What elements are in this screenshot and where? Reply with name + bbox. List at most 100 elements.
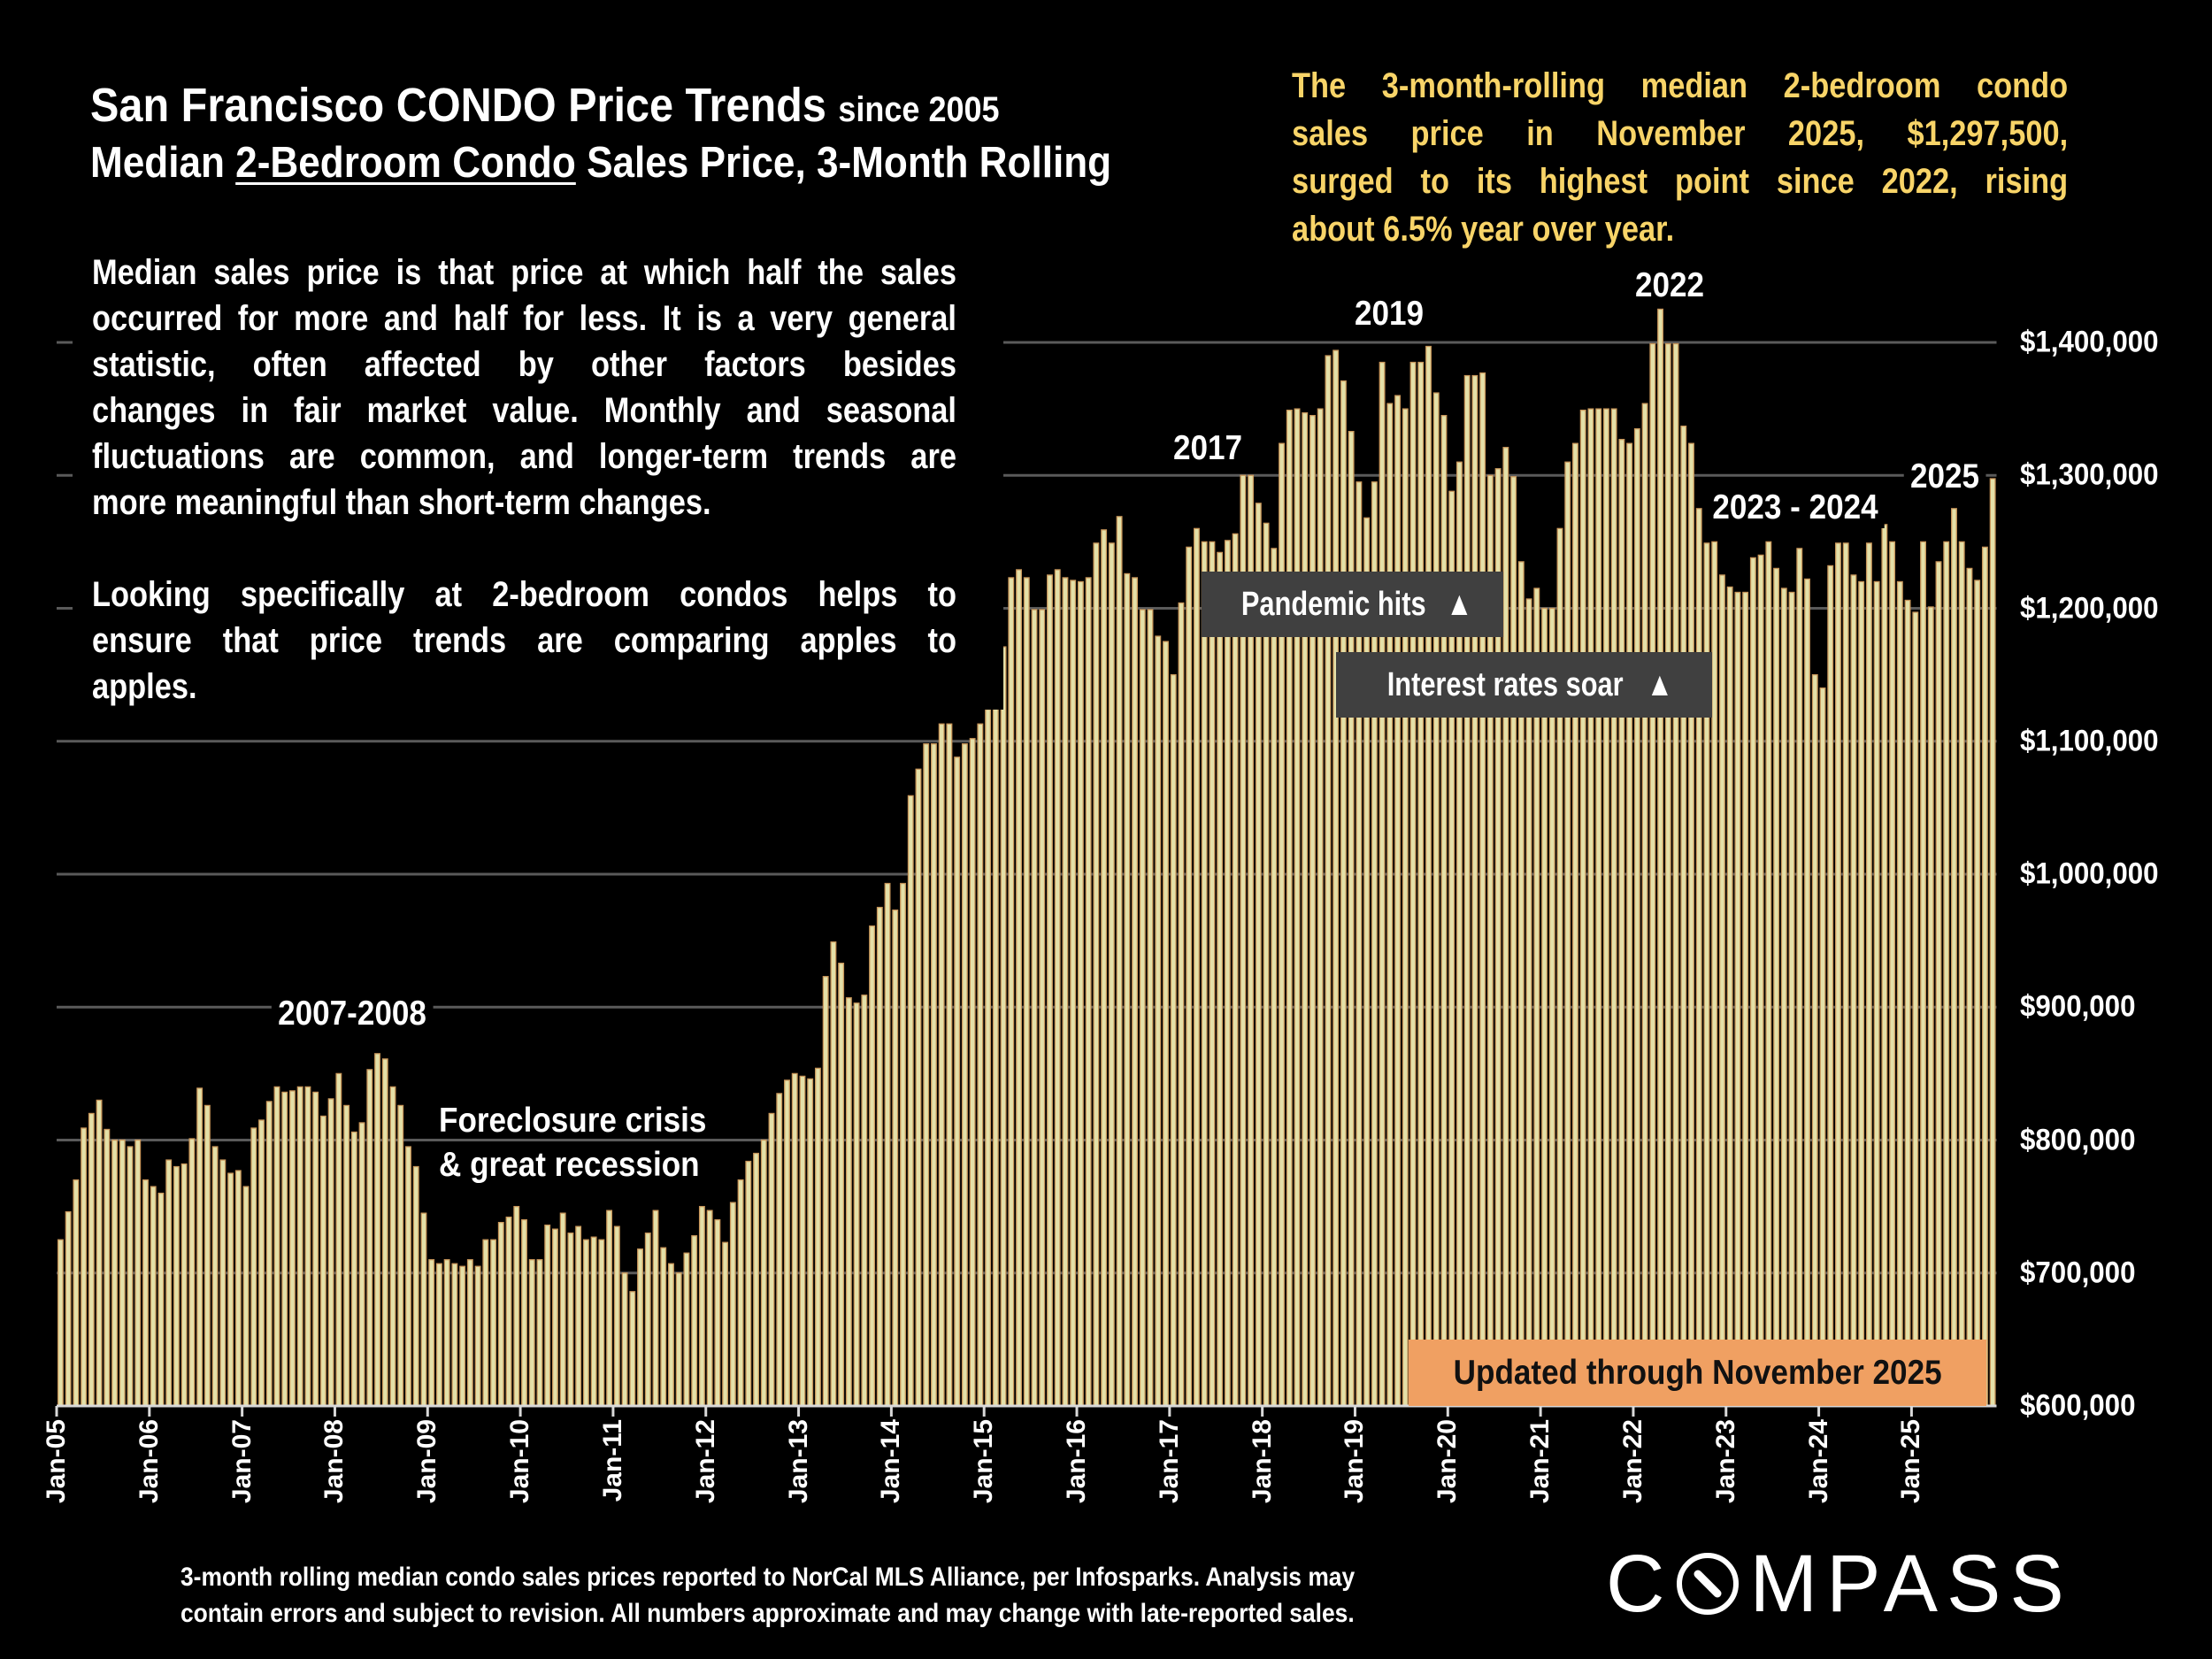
highlight-text: The 3-month-rolling median 2-bedroom con… — [1292, 62, 2194, 253]
bar-Jan-24 — [1819, 687, 1826, 1407]
bar-Apr-10 — [544, 1225, 551, 1407]
bar-Dec-08 — [420, 1212, 427, 1407]
bar-Oct-05 — [127, 1146, 134, 1407]
bar-Feb-24 — [1827, 565, 1834, 1407]
bar-Mar-20 — [1463, 374, 1471, 1407]
x-tick-label: Jan-22 — [1617, 1419, 1647, 1504]
bar-Dec-22 — [1718, 574, 1725, 1407]
bar-Sep-22 — [1695, 508, 1702, 1407]
bar-May-13 — [830, 941, 837, 1407]
chart-title: San Francisco CONDO Price Trends since 2… — [90, 78, 1000, 133]
bar-Sep-14 — [954, 757, 961, 1407]
bar-Aug-09 — [482, 1239, 489, 1407]
bar-Apr-19 — [1379, 361, 1386, 1407]
bar-Apr-21 — [1564, 461, 1571, 1407]
x-tick-label: Jan-13 — [783, 1419, 813, 1504]
highlight-line: about 6.5% year over year. — [1292, 210, 1675, 249]
bar-Nov-23 — [1804, 578, 1810, 1407]
x-tick-label: Jan-08 — [319, 1419, 349, 1504]
bar-Jun-25 — [1951, 508, 1957, 1407]
bar-Feb-08 — [343, 1104, 350, 1407]
bar-Apr-20 — [1471, 374, 1479, 1407]
x-tick-label: Jan-15 — [969, 1419, 999, 1504]
bar-Sep-23 — [1788, 591, 1795, 1407]
bar-Oct-24 — [1889, 541, 1896, 1407]
bar-Sep-15 — [1047, 574, 1053, 1407]
bar-Nov-16 — [1155, 635, 1162, 1407]
bar-Apr-08 — [358, 1122, 365, 1407]
bar-Aug-17 — [1224, 540, 1231, 1407]
bar-Aug-07 — [296, 1086, 303, 1407]
bar-Nov-25 — [1989, 478, 1996, 1407]
bar-Feb-15 — [992, 703, 999, 1407]
x-tick-label: Jan-05 — [42, 1419, 71, 1504]
bar-Jun-24 — [1858, 580, 1865, 1407]
bar-Jun-15 — [1023, 577, 1030, 1407]
bar-Aug-20 — [1502, 447, 1509, 1407]
bar-Feb-17 — [1178, 602, 1185, 1407]
bar-Nov-20 — [1525, 598, 1532, 1407]
label-2017: 2017 — [1166, 428, 1249, 469]
bar-Oct-15 — [1054, 569, 1061, 1407]
bar-Oct-14 — [961, 743, 968, 1407]
bar-Jan-08 — [335, 1072, 342, 1407]
title-suffix: since 2005 — [838, 90, 1000, 129]
bar-Nov-06 — [227, 1172, 234, 1407]
bar-Jun-22 — [1672, 342, 1679, 1407]
bar-Nov-15 — [1062, 577, 1069, 1407]
bar-Apr-25 — [1935, 561, 1942, 1407]
bar-Jul-25 — [1958, 541, 1965, 1407]
bar-Jun-11 — [652, 1210, 659, 1407]
bar-Sep-07 — [304, 1086, 311, 1407]
bar-May-18 — [1294, 408, 1301, 1407]
bar-Oct-11 — [683, 1252, 690, 1407]
bar-Mar-12 — [722, 1241, 729, 1407]
x-tick-label: Jan-09 — [412, 1419, 442, 1504]
bar-Aug-21 — [1595, 408, 1602, 1407]
bar-Aug-23 — [1780, 588, 1787, 1407]
label-foreclosure: Foreclosure crisis & great recession — [439, 1099, 706, 1187]
x-tick-label: Jan-17 — [1154, 1419, 1184, 1504]
bar-Mar-24 — [1834, 542, 1841, 1407]
bar-Jan-15 — [985, 709, 992, 1407]
bar-Jan-11 — [613, 1225, 620, 1407]
bar-Apr-13 — [822, 976, 829, 1407]
bar-Jun-19 — [1394, 395, 1402, 1407]
bar-Sep-16 — [1139, 609, 1146, 1407]
bar-Feb-13 — [807, 1078, 814, 1407]
bar-Dec-05 — [142, 1179, 149, 1407]
bar-Aug-24 — [1873, 580, 1880, 1407]
bar-Jan-14 — [892, 909, 899, 1407]
bar-Feb-25 — [1920, 541, 1926, 1407]
bar-Oct-18 — [1333, 349, 1340, 1407]
y-tick-label: $1,200,000 — [2020, 591, 2159, 625]
bar-Aug-13 — [853, 1002, 860, 1407]
y-tick-label: $1,400,000 — [2020, 325, 2159, 359]
bar-Mar-15 — [1000, 646, 1007, 1407]
bar-Oct-07 — [312, 1091, 319, 1407]
y-tick-label: $900,000 — [2020, 989, 2136, 1024]
bar-Jul-12 — [753, 1152, 759, 1407]
label-2022: 2022 — [1628, 265, 1711, 306]
bar-Jul-13 — [845, 997, 852, 1407]
bar-Jul-17 — [1217, 551, 1224, 1407]
bar-Nov-18 — [1340, 380, 1347, 1407]
x-tick-label: Jan-06 — [134, 1419, 164, 1504]
bar-May-15 — [1016, 569, 1022, 1407]
bar-Jul-24 — [1865, 542, 1872, 1407]
bar-Jan-07 — [242, 1186, 250, 1407]
bar-Dec-10 — [606, 1210, 613, 1407]
description-line: Median sales price is that price at whic… — [92, 253, 956, 292]
description-line: apples. — [92, 667, 197, 706]
bar-Feb-06 — [157, 1192, 165, 1407]
bar-Aug-10 — [575, 1225, 582, 1407]
bar-Dec-21 — [1626, 442, 1633, 1407]
bar-Feb-18 — [1271, 548, 1278, 1407]
x-tick-label: Jan-16 — [1062, 1419, 1092, 1504]
x-tick-label: Jan-14 — [876, 1419, 906, 1504]
bar-Feb-07 — [250, 1127, 257, 1407]
bar-May-24 — [1850, 574, 1857, 1407]
footer-line-1: 3-month rolling median condo sales price… — [180, 1563, 1356, 1592]
bar-Jan-16 — [1077, 580, 1084, 1407]
bar-Oct-12 — [776, 1093, 783, 1407]
